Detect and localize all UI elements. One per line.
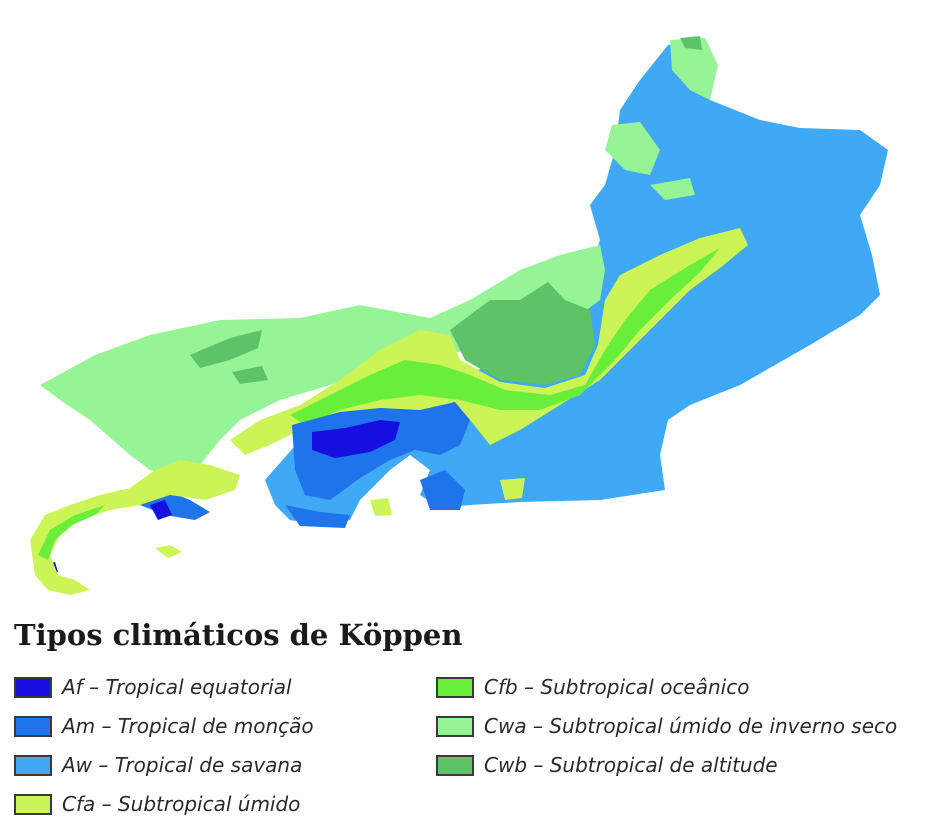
region-am-south-strip [285,505,350,528]
legend-item-af: Af – Tropical equatorial [14,672,292,702]
legend-label-aw: Aw – Tropical de savana [62,753,303,777]
region-cfa-islet-2 [500,478,525,500]
region-af-main [312,420,400,458]
legend-item-aw: Aw – Tropical de savana [14,750,302,780]
swatch-cwb [436,754,474,776]
region-cwb-west-2 [232,366,268,384]
region-cfb-southwest [38,505,105,560]
legend-item-am: Am – Tropical de monção [14,711,314,741]
legend-label-af: Af – Tropical equatorial [62,675,292,699]
region-am-bay [292,402,470,500]
swatch-cfb [436,676,474,698]
legend-label-cwb: Cwb – Subtropical de altitude [484,753,778,777]
map-legend: Af – Tropical equatorial Am – Tropical d… [14,672,934,822]
region-cfb-band [290,248,720,425]
legend-label-am: Am – Tropical de monção [62,714,314,738]
region-cfa-islet [370,498,392,516]
climate-map [30,36,888,595]
legend-item-cfa: Cfa – Subtropical úmido [14,789,300,819]
legend-label-cfa: Cfa – Subtropical úmido [62,792,301,816]
swatch-aw [14,754,52,776]
region-cfa-southwest [30,460,240,595]
legend-label-cwa: Cwa – Subtropical úmido de inverno seco [484,714,898,738]
swatch-af [14,676,52,698]
legend-title: Tipos climáticos de Köppen [14,618,463,652]
region-cwb-center [450,282,595,385]
legend-label-cfb: Cfb – Subtropical oceânico [484,675,750,699]
region-cwb-west [190,330,262,368]
legend-item-cwb: Cwb – Subtropical de altitude [436,750,778,780]
swatch-cfa [14,793,52,815]
region-cwa-west [40,245,605,475]
region-cwa-north [605,122,660,175]
legend-item-cwa: Cwa – Subtropical úmido de inverno seco [436,711,897,741]
region-af-small [150,500,172,520]
region-cwb-tip [680,36,702,50]
region-cwa-tip [670,38,718,100]
region-cfa-island [155,545,182,558]
legend-item-cfb: Cfb – Subtropical oceânico [436,672,749,702]
swatch-cwa [436,715,474,737]
region-cwa-north-2 [650,178,695,200]
swatch-am [14,715,52,737]
region-am-south [420,470,465,510]
